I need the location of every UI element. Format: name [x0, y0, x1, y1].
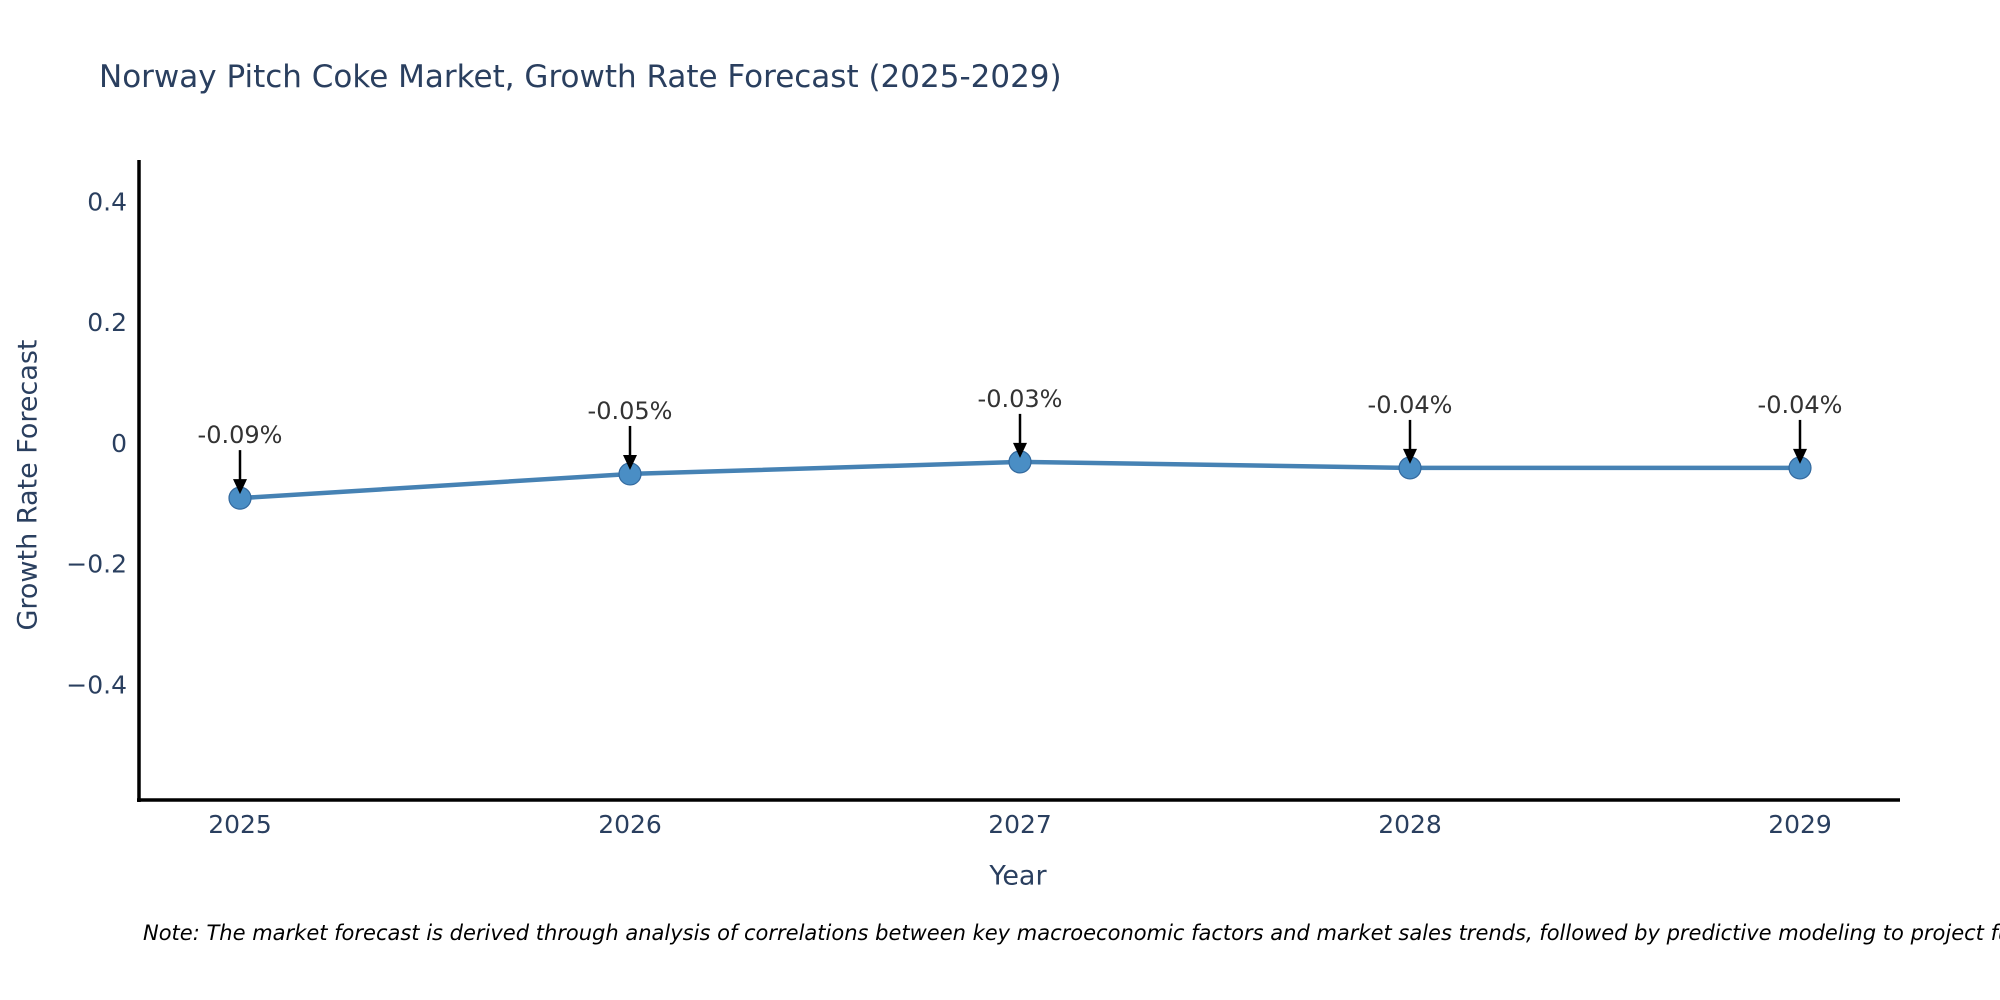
- annotation-label: -0.05%: [588, 397, 673, 425]
- x-tick-label: 2027: [988, 810, 1052, 839]
- y-tick-label: −0.2: [66, 550, 127, 579]
- annotation-arrowhead: [233, 479, 247, 495]
- x-axis-title: Year: [989, 860, 1047, 892]
- y-tick-label: −0.4: [66, 670, 127, 699]
- y-tick-label: 0.2: [87, 308, 127, 337]
- annotation-label: -0.03%: [978, 385, 1063, 413]
- annotation-arrowhead: [1403, 448, 1417, 464]
- footnote: Note: The market forecast is derived thr…: [143, 921, 2000, 945]
- x-tick-label: 2028: [1378, 810, 1442, 839]
- chart-title: Norway Pitch Coke Market, Growth Rate Fo…: [99, 58, 1062, 95]
- annotation-arrowhead: [1793, 448, 1807, 464]
- annotation-label: -0.04%: [1758, 391, 1843, 419]
- x-tick-label: 2025: [208, 810, 272, 839]
- y-tick-label: 0.4: [87, 187, 127, 216]
- annotation-arrowhead: [623, 454, 637, 470]
- annotation-label: -0.09%: [198, 421, 283, 449]
- x-tick-label: 2026: [598, 810, 662, 839]
- annotation-arrowhead: [1013, 442, 1027, 458]
- y-tick-label: 0: [111, 429, 127, 458]
- annotation-label: -0.04%: [1368, 391, 1453, 419]
- x-tick-label: 2029: [1768, 810, 1832, 839]
